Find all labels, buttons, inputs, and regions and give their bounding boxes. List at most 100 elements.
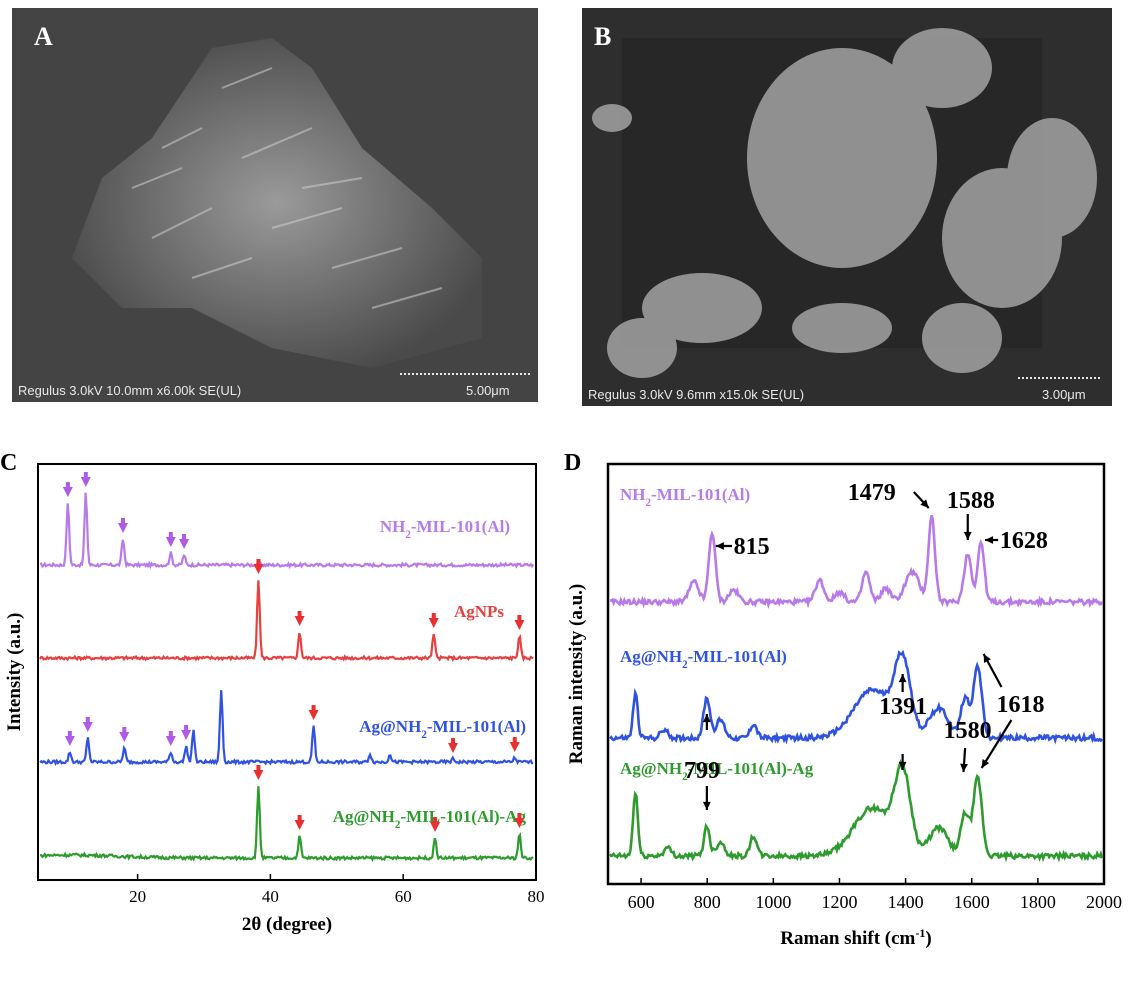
panel-letter-d: D: [564, 450, 582, 476]
x-tick-label: 20: [129, 887, 146, 906]
peak-marker-stem: [297, 815, 302, 821]
series-line: [39, 580, 534, 663]
annotation-arrow-head: [702, 801, 711, 810]
annotation-label: 1618: [997, 692, 1045, 718]
series-line: [39, 690, 534, 767]
peak-marker: [509, 742, 520, 752]
series-label: Ag@NH2-MIL-101(Al): [359, 717, 526, 741]
annotation-arrow-head: [715, 542, 724, 550]
peak-marker-stem: [297, 611, 302, 617]
x-tick-label: 1800: [1020, 892, 1056, 912]
scale-bar-a: [400, 373, 530, 378]
annotation-arrow-head: [963, 531, 972, 540]
annotation-label: 1628: [1000, 528, 1048, 554]
series-label: Ag@NH2-MIL-101(Al): [620, 647, 787, 671]
peak-marker: [428, 618, 439, 628]
peak-marker: [294, 616, 305, 626]
series-line: [39, 786, 534, 863]
peak-marker-stem: [431, 613, 436, 619]
sem-caption-a: Regulus 3.0kV 10.0mm x6.00k SE(UL): [18, 383, 242, 398]
peak-marker-stem: [256, 765, 261, 771]
peak-marker: [117, 523, 128, 533]
peak-marker: [165, 736, 176, 746]
scale-label-b: 3.00μm: [1042, 387, 1086, 402]
peak-marker: [514, 818, 525, 828]
annotation-arrow-head: [983, 654, 991, 663]
peak-marker-stem: [122, 727, 127, 733]
peak-marker: [514, 620, 525, 630]
x-tick-label: 600: [628, 892, 655, 912]
peak-marker: [181, 730, 192, 740]
peak-marker: [253, 770, 264, 780]
panel-letter-b: B: [594, 22, 612, 51]
annotation-label: 1580: [944, 718, 992, 744]
sem-image-b-texture: [582, 8, 1112, 406]
sem-image-a: A Regulus 3.0kV 10.0mm x6.00k SE(UL) 5.0…: [12, 8, 538, 402]
annotation-arrow-head: [960, 763, 968, 772]
annotation-label: 1588: [947, 488, 995, 514]
peak-marker-stem: [65, 482, 70, 488]
sem-image-a-texture: [12, 8, 538, 402]
y-axis-label: Raman intensity (a.u.): [566, 584, 587, 765]
peak-marker: [64, 736, 75, 746]
peak-marker: [80, 477, 91, 487]
peak-marker-stem: [311, 705, 316, 711]
annotation-arrow-head: [898, 761, 907, 770]
peak-marker-stem: [168, 532, 173, 538]
peak-marker: [448, 743, 458, 753]
scale-label-a: 5.00μm: [466, 383, 510, 398]
peak-marker-stem: [256, 559, 261, 565]
raman-chart: 600 800 1000 1200 1400 1600 1800 2000 Raman shif…: [566, 462, 1122, 949]
peak-marker-stem: [67, 731, 72, 737]
annotation-label: 815: [734, 534, 770, 560]
series-line: [609, 515, 1104, 610]
peak-marker-stem: [451, 738, 455, 744]
x-tick-label: 40: [262, 887, 279, 906]
series-label: AgNPs: [454, 602, 504, 621]
peak-marker: [165, 537, 176, 547]
peak-marker: [179, 539, 190, 549]
peak-marker-stem: [517, 615, 522, 621]
series-label: NH2-MIL-101(Al): [620, 485, 750, 509]
annotation-arrow-head: [920, 499, 929, 508]
annotation-label: 799: [684, 758, 720, 784]
annotation-arrow-head: [981, 759, 990, 768]
peak-marker-stem: [517, 813, 522, 819]
peak-marker-stem: [184, 725, 189, 731]
annotation-arrow-head: [702, 714, 711, 723]
series-label: NH2-MIL-101(Al): [380, 517, 510, 541]
y-axis-label: Intensity (a.u.): [4, 613, 25, 732]
series-line: [39, 492, 535, 570]
particle-cluster: [72, 38, 482, 368]
peak-marker: [308, 710, 319, 720]
series-line: [608, 758, 1104, 863]
peak-marker: [253, 564, 264, 574]
xrd-chart: 20 40 60 80 2θ (degree) Intensity (a.u.) NH2-M…: [4, 463, 545, 935]
peak-marker: [82, 722, 93, 732]
x-tick-label: 1000: [755, 892, 791, 912]
sem-image-b: B Regulus 3.0kV 9.6mm x15.0k SE(UL) 3.00…: [582, 8, 1112, 406]
x-tick-label: 2000: [1086, 892, 1122, 912]
series-label: Ag@NH2-MIL-101(Al)-Ag: [620, 759, 814, 783]
peak-marker-stem: [168, 731, 173, 737]
peak-marker-stem: [182, 534, 187, 540]
peak-marker-stem: [85, 717, 90, 723]
panel-letter-c: C: [0, 450, 18, 476]
peak-marker: [62, 487, 73, 497]
x-tick-label: 1200: [821, 892, 857, 912]
peak-marker: [430, 822, 441, 832]
peak-marker-stem: [83, 472, 88, 478]
annotation-arrow-head: [898, 674, 907, 683]
annotation-arrow-head: [984, 536, 994, 544]
x-axis-label: Raman shift (cm-1): [780, 926, 931, 949]
crystal-rods: [131, 67, 443, 309]
plot-frame: [37, 463, 537, 881]
series-line: [609, 649, 1104, 745]
annotation-label: 1479: [848, 480, 896, 506]
plot-frame: [606, 462, 1106, 886]
series-label: Ag@NH2-MIL-101(Al)-Ag: [333, 807, 527, 831]
annotation-label: 1391: [879, 694, 927, 720]
x-tick-label: 80: [528, 887, 545, 906]
x-tick-label: 60: [395, 887, 412, 906]
peak-marker-stem: [433, 817, 438, 823]
